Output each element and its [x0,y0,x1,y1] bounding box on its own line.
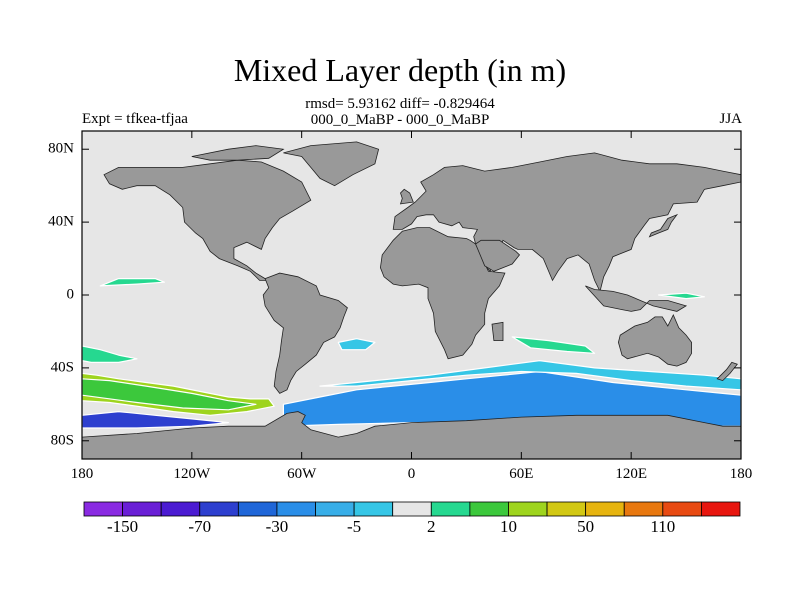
colorbar-box-16 [701,501,741,517]
colorbar-box-10 [469,501,509,517]
land-arabia [475,239,521,272]
colorbar-box-6 [315,501,355,517]
colorbar-box-4 [237,501,278,517]
land-north-america [103,159,312,281]
colorbar-box-2 [160,501,201,517]
x-tick-label-0: 180 [70,466,94,482]
colorbar-box-8 [392,501,432,517]
colorbar-label-4: 2 [427,517,436,536]
land-australia [617,314,692,367]
x-tick-label-2: 60W [287,466,317,482]
colorbar-box-15 [662,501,702,517]
stats-rmsd-diff: rmsd= 5.93162 diff= -0.829464 [305,96,495,112]
field-atlantic-patch [337,338,376,351]
field-southern-ocean-shallow [319,360,741,391]
land-south-america [262,272,348,394]
colorbar-box-12 [546,501,587,517]
experiment-label: Expt = tfkea-tfjaa [82,111,188,127]
colorbar-label-1: -70 [188,517,212,536]
x-tick-label-1: 120W [173,466,211,482]
stats-period: 000_0_MaBP - 000_0_MaBP [310,112,490,128]
map-title: Mixed Layer depth (in m) [233,52,567,88]
map-plot-area [81,130,742,460]
colorbar-label-6: 50 [577,517,595,536]
colorbar-box-14 [623,501,664,517]
field-tropical-east-patch [657,292,706,300]
colorbar-box-7 [353,501,394,517]
colorbar-box-1 [122,501,162,517]
land-madagascar [491,321,504,342]
field-subtropical-band-south [82,345,138,363]
y-tick-label-1: 40N [48,213,74,230]
colorbar-label-0: -150 [106,517,139,536]
colorbar-label-2: -30 [265,517,289,536]
colorbar [83,501,741,517]
field-indian-patch [511,336,596,354]
colorbar-label-5: 10 [499,517,517,536]
colorbar-label-7: 110 [650,517,676,536]
y-tick-label-2: 0 [66,286,75,303]
colorbar-label-3: -5 [347,517,362,536]
land-japan [648,213,679,238]
stats-block: rmsd= 5.93162 diff= -0.829464 000_0_MaBP… [0,96,800,128]
colorbar-box-3 [199,501,239,517]
y-tick-label-3: 40S [50,359,74,376]
x-tick-label-5: 120E [615,466,647,482]
y-tick-label-0: 80N [48,140,74,157]
y-tick-label-4: 80S [50,432,74,449]
colorbar-box-5 [276,501,316,517]
x-tick-label-3: 0 [407,466,416,482]
land-antarctica [82,411,741,459]
land-greenland [283,141,380,187]
map-layers [82,131,741,459]
x-tick-label-6: 180 [729,466,753,482]
field-ross-sea-negative [82,411,229,429]
x-tick-label-4: 60E [509,466,534,482]
colorbar-box-9 [430,501,471,517]
field-south-pacific-positive-core [82,378,257,411]
colorbar-box-0 [83,501,123,517]
land-britain [399,188,414,205]
colorbar-box-13 [585,501,625,517]
land-indonesia [585,285,688,312]
land-eurasia [392,152,741,293]
land-africa [379,227,506,360]
season-label: JJA [719,111,742,127]
land-new-zealand [716,361,738,382]
field-tropical-pacific-patch [99,278,165,287]
land-canadian-arctic [191,145,285,161]
colorbar-box-11 [508,501,548,517]
